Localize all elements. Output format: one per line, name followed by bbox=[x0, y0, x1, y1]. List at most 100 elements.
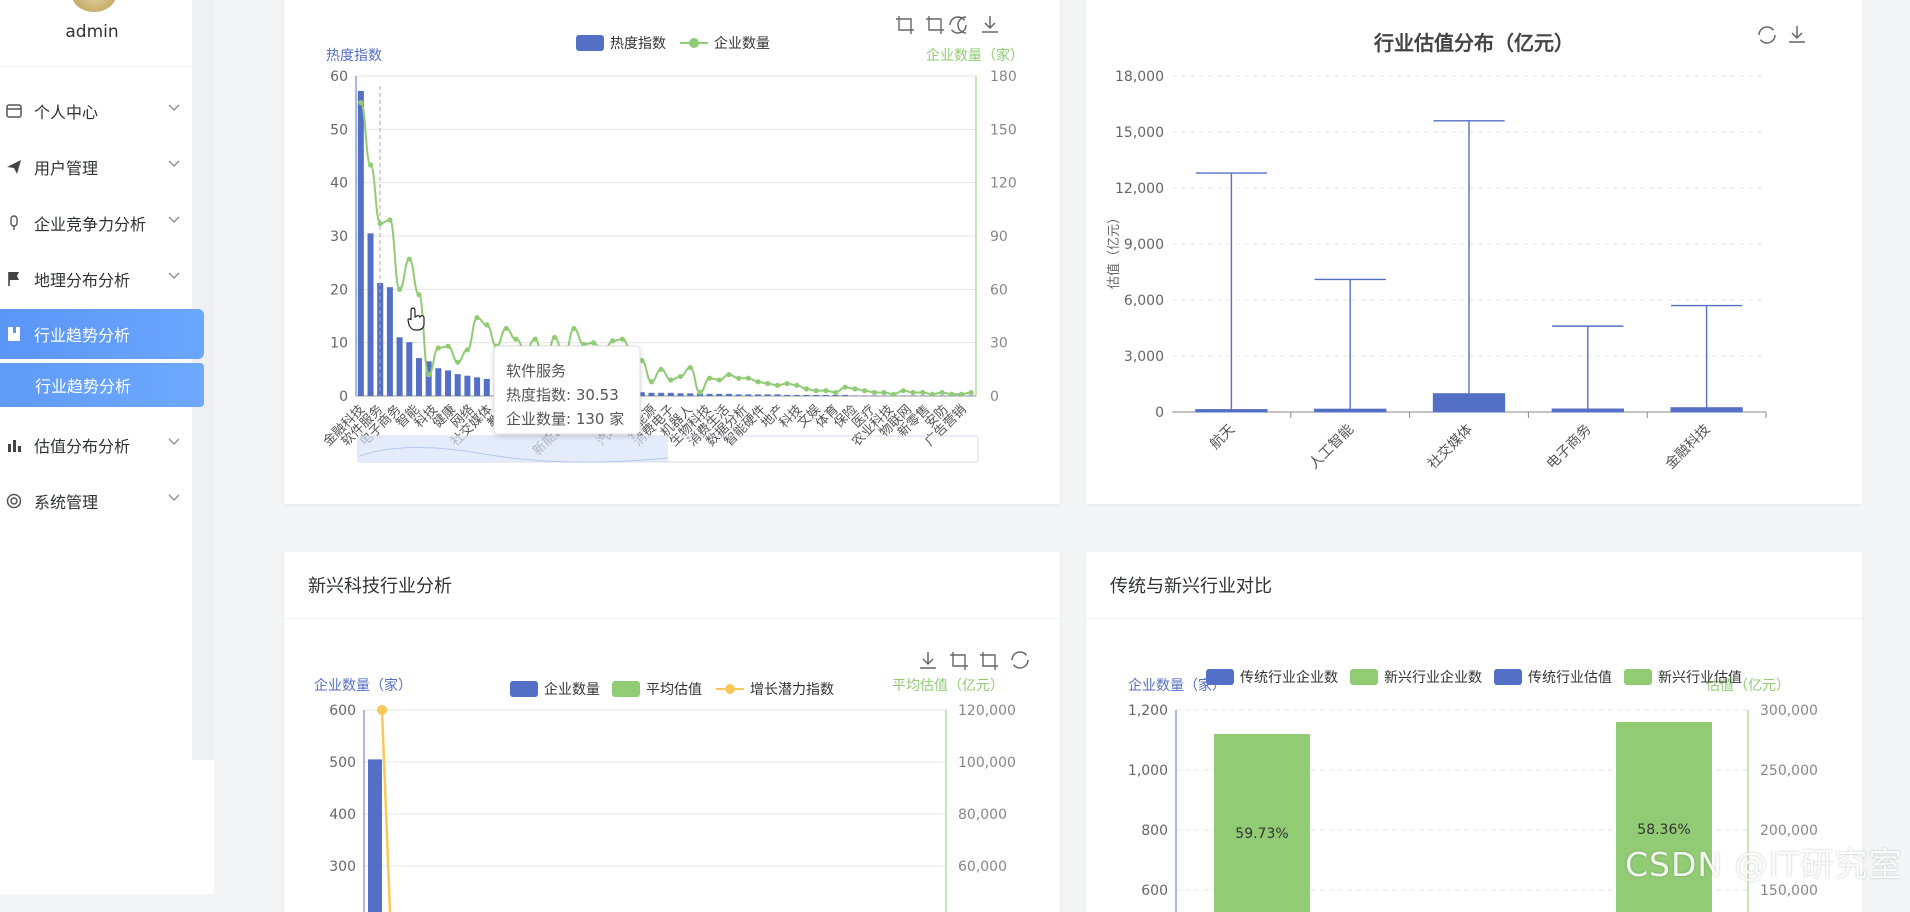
card-header-divider bbox=[1086, 618, 1862, 619]
company-count-point bbox=[474, 315, 480, 321]
heat-bar bbox=[396, 337, 403, 396]
download-icon[interactable] bbox=[982, 16, 998, 33]
legend-heat-label: 热度指数 bbox=[610, 36, 666, 52]
company-count-points bbox=[358, 100, 974, 397]
y-left-tick-label: 1,200 bbox=[1128, 703, 1168, 719]
company-count-point bbox=[455, 359, 461, 365]
tooltip-line-count: 企业数量: 130 家 bbox=[506, 410, 624, 428]
legend-trad-count-swatch[interactable] bbox=[1206, 669, 1234, 685]
legend-trad-value-swatch[interactable] bbox=[1494, 669, 1522, 685]
heat-bar bbox=[367, 233, 374, 396]
card-title: 新兴科技行业分析 bbox=[308, 576, 452, 597]
company-count-point bbox=[387, 217, 393, 223]
y-right-axis-title: 企业数量（家） bbox=[926, 47, 1024, 64]
download-icon[interactable] bbox=[920, 652, 936, 669]
heat-bar bbox=[793, 394, 800, 396]
sidebar-item-trend[interactable]: 行业趋势分析 bbox=[0, 309, 204, 359]
legend-count-swatch-dot[interactable] bbox=[689, 38, 699, 48]
download-icon[interactable] bbox=[1789, 26, 1805, 43]
company-count-point bbox=[774, 382, 781, 388]
company-count-point bbox=[358, 100, 364, 106]
company-count-point bbox=[668, 377, 674, 383]
datazoom-slider[interactable] bbox=[357, 435, 979, 463]
y-right-tick-label: 150 bbox=[990, 122, 1017, 138]
refresh-icon[interactable] bbox=[1011, 651, 1029, 669]
zoom-icon[interactable] bbox=[896, 16, 914, 34]
company-count-point bbox=[503, 325, 509, 332]
heat-bar bbox=[357, 90, 364, 396]
legend-valuation-label: 平均估值 bbox=[646, 682, 702, 698]
legend-trad-count-label: 传统行业企业数 bbox=[1240, 669, 1338, 686]
sidebar-item-label: 系统管理 bbox=[34, 493, 99, 512]
y-right-tick-label: 300,000 bbox=[1760, 703, 1818, 719]
company-count-point bbox=[551, 334, 558, 340]
heat-bar bbox=[425, 361, 432, 396]
legend-count-label: 企业数量 bbox=[714, 35, 770, 52]
legend: 企业数量 平均估值 增长潜力指数 bbox=[510, 681, 834, 698]
heat-bar bbox=[745, 394, 752, 396]
company-count-point bbox=[677, 373, 684, 380]
legend-valuation-swatch[interactable] bbox=[612, 681, 640, 697]
refresh-icon[interactable] bbox=[1758, 26, 1776, 44]
company-count-point bbox=[658, 366, 664, 372]
y-left-tick-label: 40 bbox=[330, 176, 348, 192]
heat-bar bbox=[706, 393, 713, 396]
company-count-point bbox=[406, 256, 412, 262]
hand-cursor-icon bbox=[407, 307, 425, 331]
legend-growth-swatch-dot[interactable] bbox=[725, 684, 735, 694]
send-icon bbox=[6, 159, 22, 175]
y-left-tick-label: 600 bbox=[1141, 883, 1168, 899]
avatar[interactable] bbox=[72, 0, 116, 12]
sidebar-subitem-trend[interactable]: 行业趋势分析 bbox=[0, 363, 204, 407]
heat-bar bbox=[910, 395, 917, 396]
heat-bar bbox=[445, 370, 452, 396]
zoom-icon[interactable] bbox=[950, 652, 968, 670]
zoom-reset-icon[interactable] bbox=[926, 16, 944, 34]
company-count-point bbox=[803, 386, 810, 392]
refresh-icon[interactable] bbox=[949, 16, 969, 36]
sidebar-divider bbox=[0, 66, 192, 67]
y-left-tick-label: 300 bbox=[329, 859, 356, 875]
company-count-point bbox=[900, 388, 906, 394]
sidebar-item-profile[interactable]: 个人中心 bbox=[0, 86, 204, 136]
sidebar-item-geo[interactable]: 地理分布分析 bbox=[0, 254, 204, 304]
new-count-bar bbox=[1214, 734, 1310, 912]
sidebar-item-label: 地理分布分析 bbox=[34, 271, 131, 290]
y-right-tick-label: 0 bbox=[990, 389, 999, 405]
y-right-tick-label: 60,000 bbox=[958, 859, 1007, 875]
heat-bar bbox=[851, 395, 858, 396]
y-tick-label: 0 bbox=[1155, 405, 1164, 421]
sidebar-item-competitiveness[interactable]: 企业竞争力分析 bbox=[0, 198, 204, 248]
y-right-axis-title: 估值（亿元） bbox=[1706, 678, 1790, 694]
heat-bar bbox=[755, 394, 762, 396]
y-left-tick-label: 1,000 bbox=[1128, 763, 1168, 779]
company-count-point bbox=[367, 162, 374, 168]
chart-title: 行业估值分布（亿元） bbox=[1373, 31, 1574, 55]
growth-line bbox=[380, 709, 392, 912]
company-count-point bbox=[416, 292, 422, 298]
heat-chart: 热度指数 企业数量 热度指数 企业数量（家） 0 10 20 30 40 50 60 0 30… bbox=[320, 16, 1024, 463]
heat-bar bbox=[861, 395, 868, 396]
legend: 传统行业企业数 新兴行业企业数 传统行业估值 新兴行业估值 bbox=[1206, 669, 1742, 686]
zoom-reset-icon[interactable] bbox=[980, 652, 998, 670]
legend-count-swatch[interactable] bbox=[510, 681, 538, 697]
company-count-point bbox=[920, 389, 926, 396]
sidebar-item-users[interactable]: 用户管理 bbox=[0, 142, 204, 192]
company-count-point bbox=[435, 345, 441, 351]
company-count-point bbox=[765, 380, 771, 387]
sidebar-item-label: 估值分布分析 bbox=[34, 437, 131, 456]
legend-new-count-swatch[interactable] bbox=[1350, 669, 1378, 685]
new-count-bar-label: 59.73% bbox=[1235, 826, 1288, 842]
sidebar-item-valuation[interactable]: 估值分布分析 bbox=[0, 420, 204, 470]
company-count-point bbox=[513, 336, 519, 342]
company-count-point bbox=[881, 389, 887, 396]
legend-heat-swatch[interactable] bbox=[576, 35, 604, 51]
sidebar: admin 个人中心 用户管理 企业竞争力分析 地理分布分析 行业趋势分析 行业… bbox=[0, 0, 214, 894]
sidebar-item-system[interactable]: 系统管理 bbox=[0, 476, 204, 526]
x-tick-label: 人工智能 bbox=[1306, 422, 1357, 473]
legend-new-value-swatch[interactable] bbox=[1624, 669, 1652, 685]
heat-bar bbox=[842, 394, 849, 396]
datazoom-window[interactable] bbox=[358, 436, 668, 462]
y-tick-label: 3,000 bbox=[1124, 349, 1164, 365]
box-body bbox=[1670, 407, 1743, 413]
